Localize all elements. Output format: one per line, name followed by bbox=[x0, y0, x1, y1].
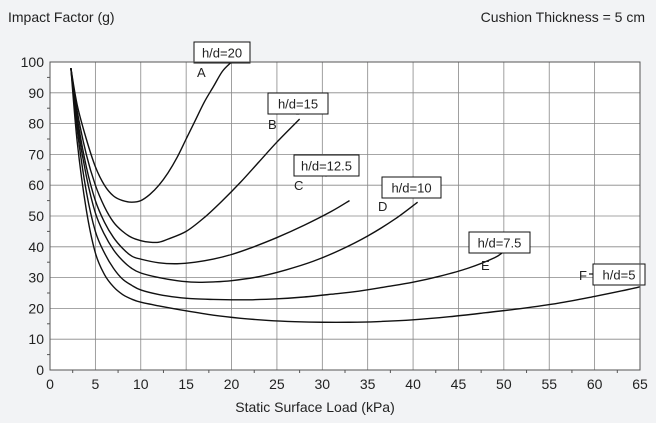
y-tick-label: 100 bbox=[21, 54, 45, 70]
series-tag: h/d=12.5 C bbox=[293, 154, 360, 193]
x-tick-label: 45 bbox=[451, 376, 467, 392]
x-tick-label: 15 bbox=[178, 376, 194, 392]
tag-label: h/d=15 bbox=[278, 97, 318, 112]
series-f bbox=[70, 68, 641, 324]
x-axis-title: Static Surface Load (kPa) bbox=[235, 399, 395, 415]
series-line bbox=[70, 68, 301, 244]
y-tick-label: 10 bbox=[28, 331, 44, 347]
y-tick-label: 40 bbox=[28, 239, 44, 255]
series-letter: D bbox=[378, 199, 387, 214]
series-tag: h/d=15B bbox=[267, 92, 329, 132]
x-tick-label: 10 bbox=[133, 376, 149, 392]
series-tag: h/d=20 A bbox=[193, 41, 251, 80]
cushion-thickness-note: Cushion Thickness = 5 cm bbox=[481, 9, 645, 25]
series-a bbox=[70, 61, 233, 203]
plot-frame bbox=[49, 61, 641, 371]
x-axis-ticks: 0 5 10 15 20 25 30 35 40 45 50 55 60 65 bbox=[46, 376, 648, 392]
x-tick-label: 40 bbox=[405, 376, 421, 392]
series-letter: C bbox=[294, 178, 303, 193]
series-c bbox=[70, 68, 350, 265]
series-line bbox=[70, 68, 350, 265]
tag-label: h/d=7.5 bbox=[478, 236, 522, 251]
tag-box bbox=[293, 154, 360, 177]
series-tag: h/d=10 D bbox=[378, 176, 442, 214]
y-tick-label: 0 bbox=[36, 362, 44, 378]
x-tick-label: 25 bbox=[269, 376, 285, 392]
y-axis-title: Impact Factor (g) bbox=[8, 9, 115, 25]
series-tag: h/d=7.5 E bbox=[468, 231, 531, 273]
series-curves bbox=[70, 61, 641, 324]
series-letter: F bbox=[579, 268, 587, 283]
x-tick-label: 55 bbox=[541, 376, 557, 392]
series-line bbox=[70, 68, 641, 324]
series-e bbox=[70, 68, 505, 301]
tag-label: h/d=5 bbox=[603, 268, 636, 283]
tag-box bbox=[381, 176, 442, 199]
tag-label: h/d=20 bbox=[202, 46, 242, 61]
y-tick-label: 70 bbox=[28, 146, 44, 162]
x-tick-label: 60 bbox=[587, 376, 603, 392]
y-tick-label: 80 bbox=[28, 116, 44, 132]
x-tick-label: 30 bbox=[315, 376, 331, 392]
series-d bbox=[70, 68, 419, 283]
x-tick-label: 50 bbox=[496, 376, 512, 392]
y-tick-label: 90 bbox=[28, 85, 44, 101]
x-tick-label: 0 bbox=[46, 376, 54, 392]
y-tick-label: 30 bbox=[28, 270, 44, 286]
y-tick-label: 20 bbox=[28, 300, 44, 316]
tag-box bbox=[193, 41, 251, 64]
series-letter: A bbox=[197, 65, 206, 80]
series-b bbox=[70, 68, 301, 244]
x-tick-label: 35 bbox=[360, 376, 376, 392]
series-letter: B bbox=[268, 117, 277, 132]
series-line bbox=[70, 68, 505, 301]
tag-box bbox=[267, 92, 329, 115]
tag-box bbox=[468, 231, 531, 254]
y-tick-label: 50 bbox=[28, 208, 44, 224]
series-line bbox=[70, 68, 419, 283]
tag-label: h/d=10 bbox=[391, 181, 431, 196]
x-tick-label: 65 bbox=[632, 376, 648, 392]
x-tick-label: 5 bbox=[91, 376, 99, 392]
y-tick-label: 60 bbox=[28, 177, 44, 193]
tag-label: h/d=12.5 bbox=[301, 159, 352, 174]
series-line bbox=[70, 61, 233, 203]
series-tag: h/d=5 F bbox=[579, 263, 646, 286]
tag-box bbox=[592, 263, 646, 286]
x-tick-label: 20 bbox=[224, 376, 240, 392]
y-axis-ticks: 0 10 20 30 40 50 60 70 80 90 100 bbox=[21, 54, 45, 378]
series-letter: E bbox=[481, 258, 490, 273]
